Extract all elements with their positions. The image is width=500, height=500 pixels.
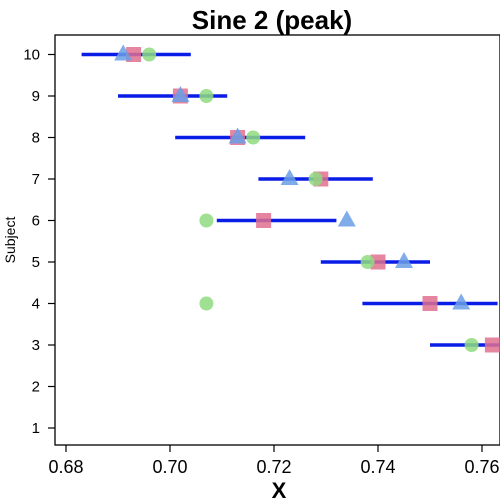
circle-marker <box>308 172 323 186</box>
chart-title: Sine 2 (peak) <box>192 5 352 35</box>
square-marker <box>422 296 438 311</box>
y-tick-label: 3 <box>32 337 40 354</box>
y-tick-label: 2 <box>32 379 40 396</box>
circle-marker <box>246 130 261 145</box>
x-axis: 0.680.700.720.740.760.780.80 <box>48 445 500 477</box>
y-tick-label: 10 <box>23 47 40 64</box>
triangle-marker <box>228 127 247 144</box>
circle-marker <box>199 296 214 311</box>
square-marker <box>484 337 500 353</box>
plot-frame <box>54 34 500 446</box>
circle-marker <box>199 89 214 103</box>
marker-layer <box>114 44 500 353</box>
circle-marker <box>360 255 375 269</box>
circle-marker <box>142 47 157 62</box>
interval-layer <box>81 52 500 347</box>
x-tick-label: 0.76 <box>464 457 499 477</box>
triangle-marker <box>171 86 190 102</box>
x-axis-label: X <box>272 478 287 500</box>
y-tick-label: 6 <box>32 213 40 230</box>
y-tick-label: 5 <box>32 254 40 271</box>
circle-marker <box>199 213 214 228</box>
x-tick-label: 0.70 <box>152 457 187 477</box>
y-tick-label: 4 <box>32 296 40 313</box>
circle-marker <box>464 338 479 352</box>
triangle-marker <box>452 293 471 310</box>
y-tick-label: 7 <box>32 171 40 188</box>
triangle-marker <box>114 44 133 61</box>
square-marker <box>256 213 272 228</box>
triangle-marker <box>337 210 356 227</box>
triangle-marker <box>395 252 413 268</box>
y-tick-label: 9 <box>32 88 40 105</box>
x-tick-label: 0.72 <box>256 457 291 477</box>
triangle-marker <box>280 169 299 185</box>
y-axis-label: Subject <box>2 217 18 264</box>
y-tick-label: 1 <box>32 420 40 437</box>
square-marker <box>370 254 386 270</box>
x-tick-label: 0.74 <box>360 457 395 477</box>
y-axis: 1 2 3 4 5 6 7 8 9 10 <box>23 47 55 437</box>
x-tick-label: 0.68 <box>48 457 83 477</box>
y-tick-label: 8 <box>32 130 40 147</box>
